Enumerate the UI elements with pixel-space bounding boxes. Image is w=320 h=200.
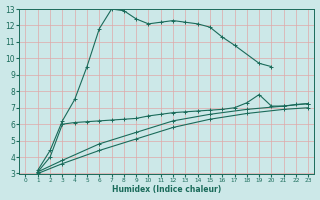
X-axis label: Humidex (Indice chaleur): Humidex (Indice chaleur) (112, 185, 221, 194)
